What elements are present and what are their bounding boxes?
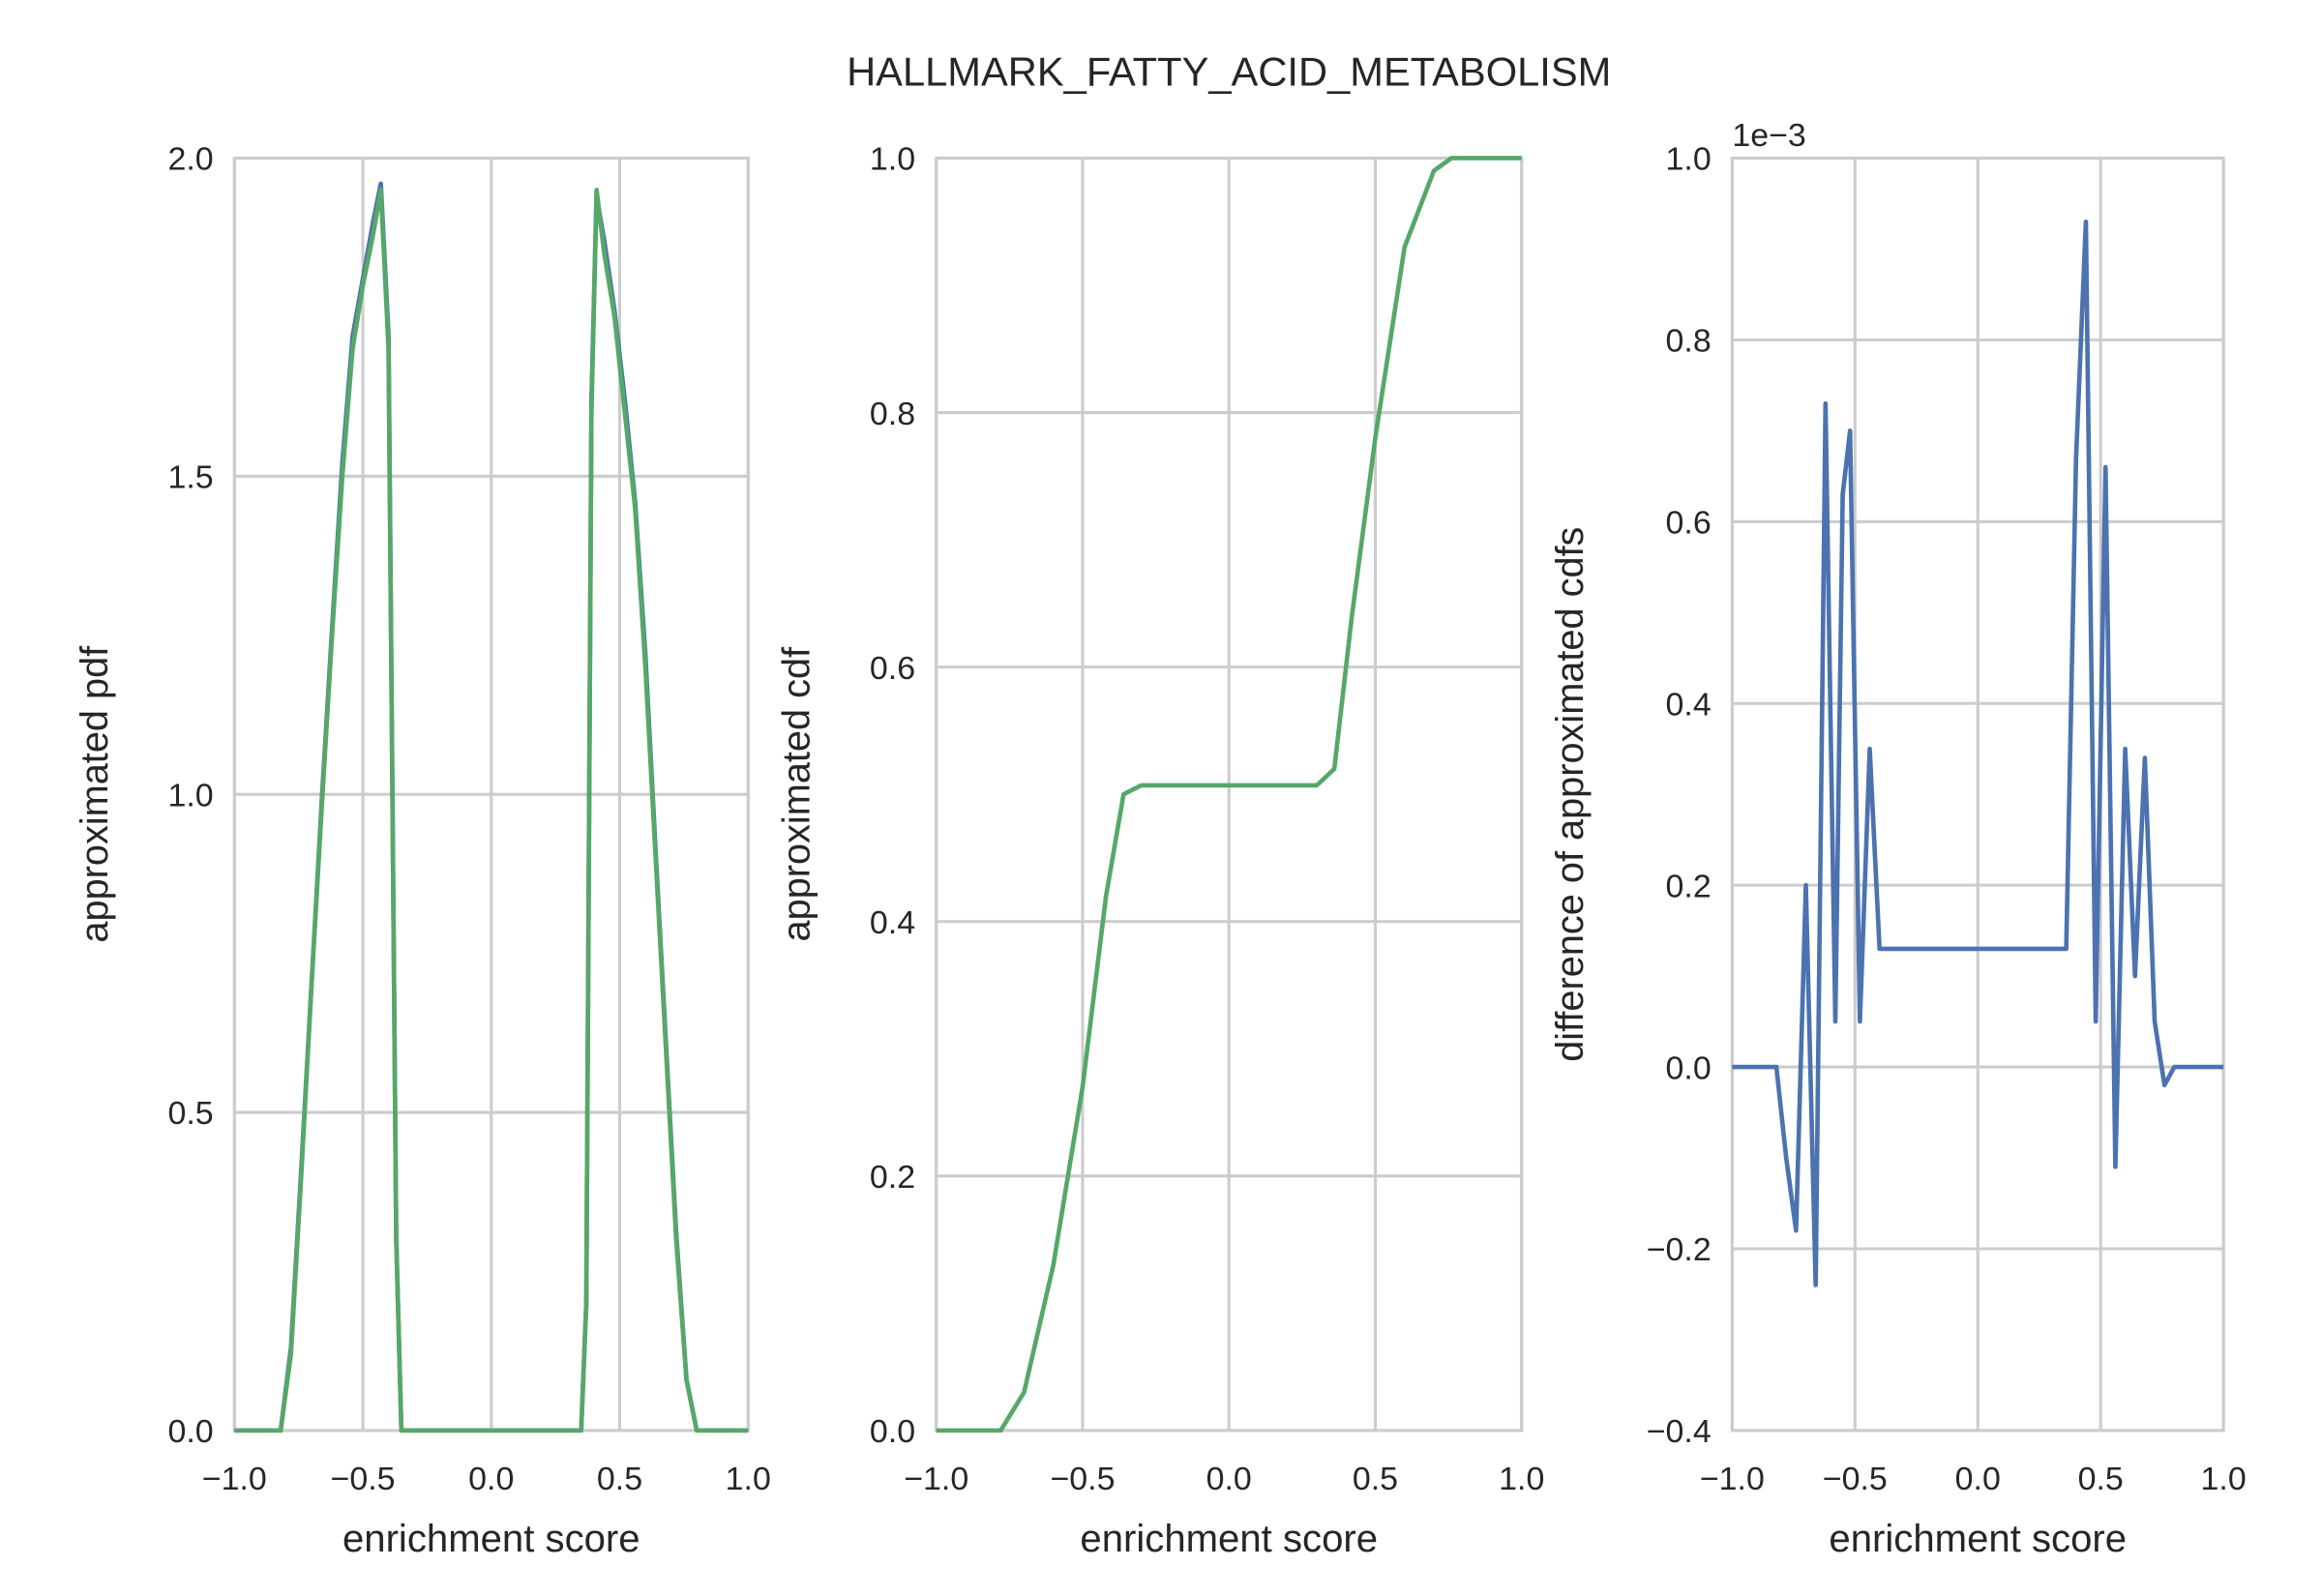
y-tick-label: −0.4 <box>1647 1413 1712 1450</box>
y-tick-label: 0.6 <box>1666 505 1712 542</box>
x-tick-label: 0.5 <box>597 1461 642 1497</box>
y-tick-label: −0.2 <box>1647 1231 1712 1268</box>
y-axis-label: approximated cdf <box>775 646 818 941</box>
x-tick-label: −1.0 <box>904 1461 968 1497</box>
y-tick-label: 0.8 <box>870 396 915 432</box>
y-tick-label: 0.0 <box>1666 1049 1712 1086</box>
y-tick-label: 0.0 <box>168 1413 214 1450</box>
y-tick-label: 0.0 <box>870 1413 915 1450</box>
x-tick-label: 1.0 <box>726 1461 771 1497</box>
x-axis-label: enrichment score <box>1829 1518 2127 1560</box>
x-tick-label: 0.0 <box>1955 1461 2001 1497</box>
x-tick-label: 0.0 <box>468 1461 514 1497</box>
x-tick-label: 0.0 <box>1206 1461 1252 1497</box>
x-tick-label: −1.0 <box>1700 1461 1765 1497</box>
y-tick-label: 1.0 <box>1666 141 1712 178</box>
y-tick-label: 0.4 <box>1666 687 1712 724</box>
figure-title: HALLMARK_FATTY_ACID_METABOLISM <box>847 49 1611 95</box>
plot-frame <box>935 156 1524 1433</box>
x-tick-label: −0.5 <box>1823 1461 1888 1497</box>
data-line <box>234 188 749 1433</box>
y-tick-label: 0.8 <box>1666 323 1712 360</box>
y-tick-label: 1.5 <box>168 459 214 496</box>
y-tick-label: 0.6 <box>870 650 915 687</box>
y-tick-label: 1.0 <box>870 141 915 178</box>
data-line <box>936 156 1522 1433</box>
x-axis-label: enrichment score <box>342 1518 640 1560</box>
x-tick-label: −0.5 <box>331 1461 396 1497</box>
x-tick-label: 1.0 <box>1499 1461 1544 1497</box>
y-tick-label: 0.5 <box>168 1095 214 1132</box>
plot-frame <box>1730 156 2225 1433</box>
x-tick-label: 0.5 <box>1353 1461 1398 1497</box>
y-tick-label: 1.0 <box>168 778 214 814</box>
y-axis-label: difference of approximated cdfs <box>1549 527 1592 1062</box>
x-tick-label: −1.0 <box>202 1461 267 1497</box>
data-line <box>1732 219 2224 1287</box>
x-tick-label: −0.5 <box>1050 1461 1115 1497</box>
y-tick-label: 0.2 <box>870 1159 915 1196</box>
y-axis-label: approximated pdf <box>74 645 116 943</box>
x-tick-label: 1.0 <box>2201 1461 2247 1497</box>
y-tick-label: 2.0 <box>168 141 214 178</box>
x-axis-label: enrichment score <box>1080 1518 1378 1560</box>
y-tick-label: 0.4 <box>870 904 915 941</box>
y-tick-label: 0.2 <box>1666 869 1712 905</box>
x-tick-label: 0.5 <box>2078 1461 2124 1497</box>
axis-offset-label: 1e−3 <box>1732 117 1805 154</box>
